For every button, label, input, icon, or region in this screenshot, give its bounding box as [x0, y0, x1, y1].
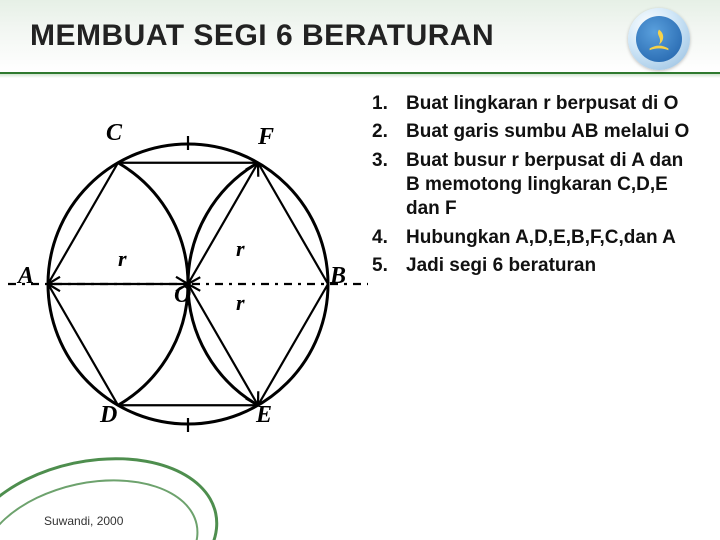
diagram-label: E — [256, 402, 272, 429]
diagram-label: r — [236, 290, 245, 316]
step-item: Jadi segi 6 beraturan — [372, 254, 698, 278]
diagram-label: B — [330, 263, 346, 290]
logo — [628, 8, 690, 70]
title-band: MEMBUAT SEGI 6 BERATURAN — [0, 0, 720, 74]
instruction-steps: Buat lingkaran r berpusat di O Buat gari… — [370, 86, 720, 500]
diagram-label: D — [100, 402, 117, 429]
page-title: MEMBUAT SEGI 6 BERATURAN — [30, 19, 494, 53]
diagram-label: r — [236, 236, 245, 262]
step-item: Buat lingkaran r berpusat di O — [372, 92, 698, 116]
flame-book-icon — [644, 24, 674, 54]
step-item: Hubungkan A,D,E,B,F,C,dan A — [372, 226, 698, 250]
logo-inner — [636, 16, 682, 62]
hexagon-construction-diagram: A B C F D E Or r r — [0, 86, 370, 500]
footer-credit: Suwandi, 2000 — [44, 514, 123, 528]
diagram-label: r — [118, 246, 127, 272]
diagram-label: O — [174, 282, 191, 309]
step-item: Buat garis sumbu AB melalui O — [372, 120, 698, 144]
step-item: Buat busur r berpusat di A dan B memoton… — [372, 149, 698, 222]
diagram-label: F — [258, 124, 274, 151]
diagram-label: A — [18, 263, 34, 290]
diagram-label: C — [106, 120, 122, 147]
content-area: A B C F D E Or r r Buat lingkaran r berpusat di … — [0, 86, 720, 500]
steps-list: Buat lingkaran r berpusat di O Buat gari… — [372, 92, 698, 278]
